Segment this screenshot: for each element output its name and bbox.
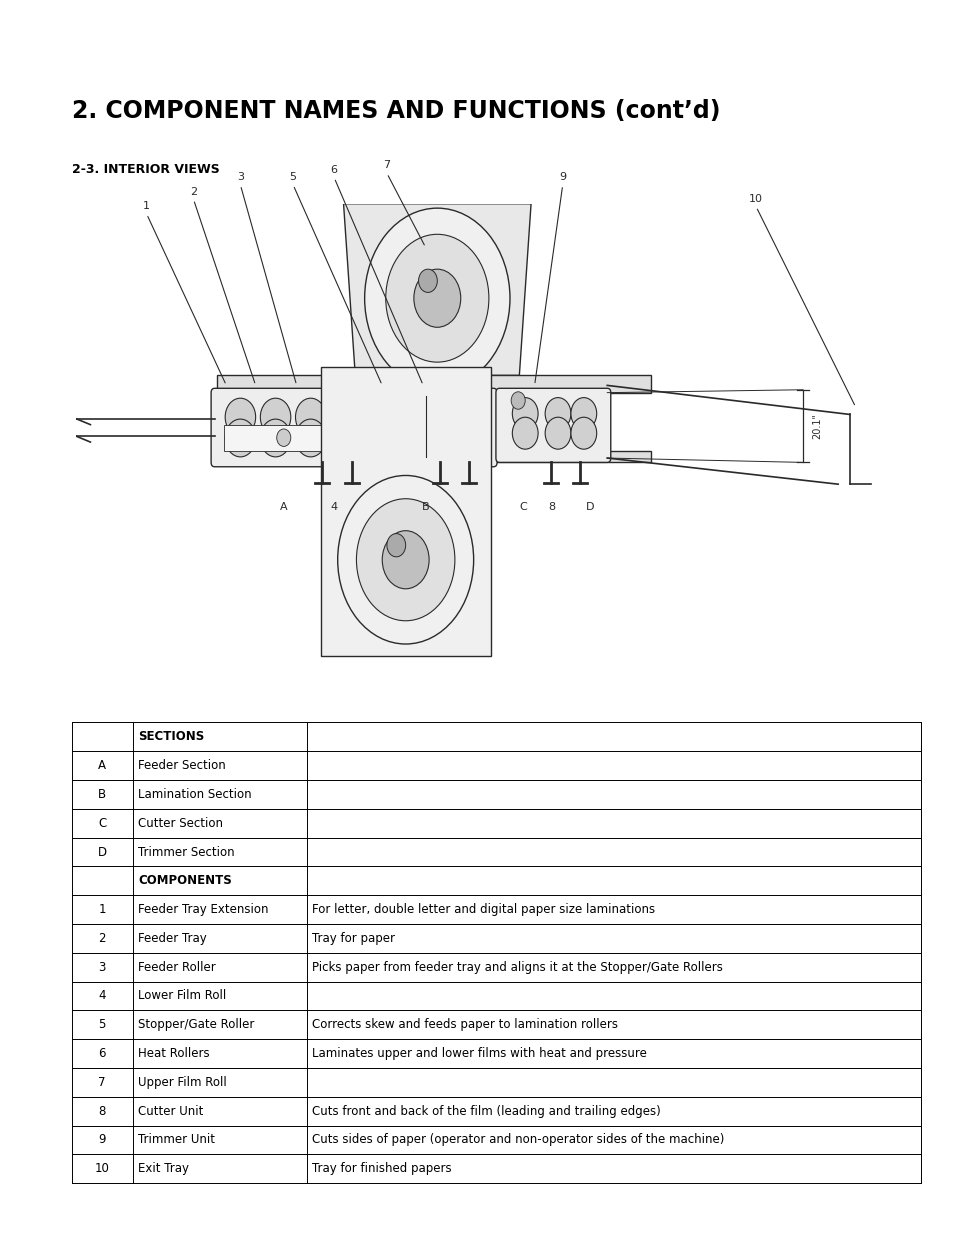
Text: 4: 4 (98, 989, 106, 1003)
Text: 1: 1 (98, 903, 106, 916)
Circle shape (439, 419, 470, 457)
Circle shape (511, 391, 525, 409)
Circle shape (512, 398, 537, 430)
Text: Picks paper from feeder tray and aligns it at the Stopper/Gate Rollers: Picks paper from feeder tray and aligns … (313, 961, 722, 973)
Text: 1: 1 (143, 201, 150, 211)
Text: Cuts sides of paper (operator and non-operator sides of the machine): Cuts sides of paper (operator and non-op… (313, 1134, 724, 1146)
Text: Stopper/Gate Roller: Stopper/Gate Roller (138, 1019, 254, 1031)
Circle shape (260, 419, 291, 457)
Circle shape (404, 398, 435, 436)
Text: C: C (518, 501, 526, 511)
Text: B: B (421, 501, 429, 511)
Polygon shape (343, 204, 531, 375)
Text: Tray for paper: Tray for paper (313, 932, 395, 945)
Text: B: B (98, 788, 106, 802)
Circle shape (387, 534, 405, 557)
Text: 3: 3 (236, 172, 244, 182)
Text: 5: 5 (290, 172, 296, 182)
Text: SECTIONS: SECTIONS (138, 730, 205, 743)
Text: Cuts front and back of the film (leading and trailing edges): Cuts front and back of the film (leading… (313, 1104, 660, 1118)
Text: 20.1": 20.1" (812, 412, 821, 440)
FancyBboxPatch shape (211, 388, 356, 467)
Text: 3: 3 (98, 961, 106, 973)
Circle shape (414, 269, 460, 327)
Circle shape (385, 235, 488, 362)
Circle shape (356, 499, 455, 621)
Circle shape (544, 398, 570, 430)
Text: D: D (585, 501, 594, 511)
Text: D: D (97, 846, 107, 858)
Text: Upper Film Roll: Upper Film Roll (138, 1076, 227, 1089)
Text: 2-3. INTERIOR VIEWS: 2-3. INTERIOR VIEWS (71, 163, 219, 177)
Text: 8: 8 (98, 1104, 106, 1118)
Circle shape (404, 419, 435, 457)
Circle shape (369, 398, 399, 436)
Text: 7: 7 (98, 1076, 106, 1089)
Text: 2: 2 (98, 932, 106, 945)
Text: C: C (98, 816, 106, 830)
Text: Exit Tray: Exit Tray (138, 1162, 190, 1176)
FancyBboxPatch shape (496, 388, 610, 462)
Bar (321, 367, 491, 656)
Circle shape (295, 398, 326, 436)
Text: 10: 10 (94, 1162, 110, 1176)
Text: Corrects skew and feeds paper to lamination rollers: Corrects skew and feeds paper to laminat… (313, 1019, 618, 1031)
Circle shape (369, 419, 399, 457)
Text: Feeder Roller: Feeder Roller (138, 961, 216, 973)
Text: 2: 2 (190, 186, 197, 196)
Bar (224, 425, 343, 451)
Text: Cutter Section: Cutter Section (138, 816, 223, 830)
Text: 2. COMPONENT NAMES AND FUNCTIONS (cont’d): 2. COMPONENT NAMES AND FUNCTIONS (cont’d… (71, 99, 720, 122)
Text: 4: 4 (331, 501, 337, 511)
Circle shape (276, 429, 291, 446)
Text: Feeder Section: Feeder Section (138, 760, 226, 772)
Text: A: A (98, 760, 106, 772)
Text: Heat Rollers: Heat Rollers (138, 1047, 210, 1060)
Text: 9: 9 (98, 1134, 106, 1146)
Text: Laminates upper and lower films with heat and pressure: Laminates upper and lower films with hea… (313, 1047, 647, 1060)
Text: COMPONENTS: COMPONENTS (138, 874, 232, 887)
Text: Lamination Section: Lamination Section (138, 788, 252, 802)
Circle shape (570, 417, 596, 450)
Text: 9: 9 (558, 172, 566, 182)
Text: Trimmer Unit: Trimmer Unit (138, 1134, 215, 1146)
Text: Feeder Tray: Feeder Tray (138, 932, 207, 945)
Text: 7: 7 (383, 161, 390, 170)
Circle shape (439, 398, 470, 436)
Text: 10: 10 (748, 194, 762, 204)
Bar (311, 451, 650, 462)
Circle shape (364, 209, 510, 388)
Text: Lower Film Roll: Lower Film Roll (138, 989, 227, 1003)
Text: 6: 6 (98, 1047, 106, 1060)
Text: Tray for finished papers: Tray for finished papers (313, 1162, 452, 1176)
Circle shape (544, 417, 570, 450)
Text: Trimmer Section: Trimmer Section (138, 846, 234, 858)
Circle shape (225, 419, 255, 457)
Text: 5: 5 (98, 1019, 106, 1031)
Text: For letter, double letter and digital paper size laminations: For letter, double letter and digital pa… (313, 903, 655, 916)
Text: Cutter Unit: Cutter Unit (138, 1104, 204, 1118)
Circle shape (337, 475, 473, 643)
FancyBboxPatch shape (355, 388, 497, 467)
Circle shape (570, 398, 596, 430)
Bar (216, 375, 650, 393)
Text: 6: 6 (331, 164, 337, 174)
Text: 8: 8 (548, 501, 556, 511)
Circle shape (418, 269, 436, 293)
Circle shape (382, 531, 429, 589)
Circle shape (260, 398, 291, 436)
Circle shape (512, 417, 537, 450)
Text: A: A (279, 501, 287, 511)
Circle shape (295, 419, 326, 457)
Text: Feeder Tray Extension: Feeder Tray Extension (138, 903, 269, 916)
Circle shape (225, 398, 255, 436)
